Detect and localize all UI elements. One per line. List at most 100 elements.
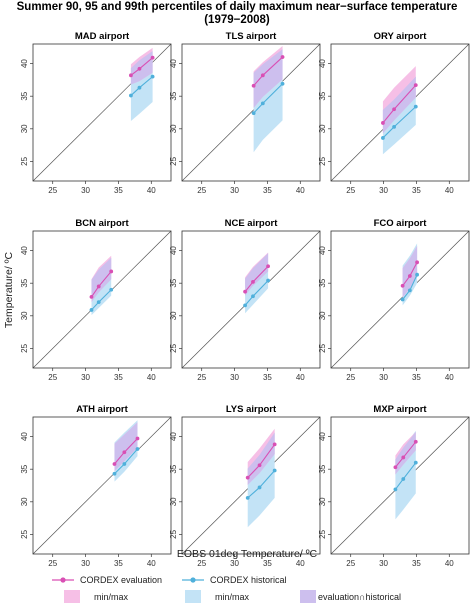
panel-title: LYS airport xyxy=(226,404,277,415)
legend-eval-range-swatch xyxy=(64,590,80,603)
evaluation-point xyxy=(381,121,385,125)
x-tick-label: 35 xyxy=(114,373,123,382)
y-tick-label: 40 xyxy=(169,246,178,255)
y-tick-label: 35 xyxy=(318,278,327,287)
x-tick-label: 25 xyxy=(197,373,206,382)
historical-point xyxy=(109,288,113,292)
evaluation-point xyxy=(97,285,101,289)
reference-line xyxy=(182,44,320,181)
y-tick-label: 35 xyxy=(20,91,29,100)
legend-hist-range-label: min/max xyxy=(215,592,250,602)
y-tick-label: 35 xyxy=(20,278,29,287)
historical-point xyxy=(113,472,117,476)
x-tick-label: 30 xyxy=(81,559,90,568)
y-tick-label: 30 xyxy=(20,124,29,133)
x-tick-label: 40 xyxy=(296,373,305,382)
panel-ory: 25 30 35 40 25 30 35 40 ORY airport xyxy=(318,31,469,195)
x-axis-label: EOBS 01deg Temperature/ ºC xyxy=(177,548,318,560)
legend-hist-range-swatch xyxy=(185,590,201,603)
evaluation-point xyxy=(408,274,412,278)
y-tick-label: 25 xyxy=(169,343,178,352)
historical-point xyxy=(258,486,262,490)
x-tick-label: 40 xyxy=(445,373,454,382)
evaluation-point xyxy=(113,462,117,466)
historical-point xyxy=(129,94,133,98)
evaluation-point xyxy=(151,56,155,60)
historical-point xyxy=(273,469,277,473)
historical-point xyxy=(261,101,265,105)
y-tick-label: 40 xyxy=(318,432,327,441)
x-tick-label: 25 xyxy=(197,186,206,195)
x-tick-label: 35 xyxy=(263,186,272,195)
panel-plot-area xyxy=(33,44,171,181)
x-tick-label: 30 xyxy=(379,559,388,568)
legend-eval-range-label: min/max xyxy=(94,592,129,602)
y-tick-label: 40 xyxy=(20,432,29,441)
panel-title: TLS airport xyxy=(226,31,278,42)
historical-point xyxy=(251,294,255,298)
x-tick-label: 25 xyxy=(48,559,57,568)
x-tick-label: 25 xyxy=(48,186,57,195)
x-tick-label: 25 xyxy=(346,559,355,568)
y-tick-label: 35 xyxy=(169,91,178,100)
y-tick-label: 35 xyxy=(169,464,178,473)
x-tick-label: 30 xyxy=(230,186,239,195)
evaluation-point xyxy=(258,463,262,467)
historical-point xyxy=(281,82,285,86)
x-tick-label: 35 xyxy=(412,373,421,382)
panel-mxp: 25 30 35 40 25 30 35 40 MXP airport xyxy=(318,404,469,568)
y-tick-label: 40 xyxy=(318,59,327,68)
y-tick-label: 30 xyxy=(20,311,29,320)
panel-bcn: 25 30 35 4025303540BCN airport xyxy=(20,218,171,382)
x-tick-label: 30 xyxy=(81,373,90,382)
legend-eval-point-swatch xyxy=(60,577,65,582)
evaluation-point xyxy=(129,73,133,77)
evaluation-point xyxy=(136,437,140,441)
evaluation-point xyxy=(415,260,419,264)
x-tick-label: 30 xyxy=(379,373,388,382)
panel-title: MXP airport xyxy=(373,404,427,415)
historical-point xyxy=(266,279,270,283)
panel-plot-area xyxy=(182,231,320,368)
evaluation-point xyxy=(394,465,398,469)
y-tick-label: 35 xyxy=(169,278,178,287)
panel-fco: 25 30 35 40 25 30 35 40 FCO airport xyxy=(318,218,469,382)
historical-point xyxy=(415,273,419,277)
y-tick-label: 40 xyxy=(318,246,327,255)
x-tick-label: 40 xyxy=(296,559,305,568)
evaluation-point xyxy=(266,264,270,268)
historical-point xyxy=(414,105,418,109)
x-tick-label: 30 xyxy=(230,559,239,568)
y-tick-label: 30 xyxy=(318,124,327,133)
historical-point xyxy=(138,86,142,90)
x-tick-label: 40 xyxy=(296,186,305,195)
reference-line xyxy=(331,231,469,368)
y-tick-label: 40 xyxy=(169,59,178,68)
panel-plot-area xyxy=(331,231,469,368)
historical-point xyxy=(408,288,412,292)
x-tick-label: 35 xyxy=(412,186,421,195)
y-tick-label: 25 xyxy=(318,529,327,538)
legend-overlap-label: evaluation∩historical xyxy=(318,592,401,602)
y-tick-label: 40 xyxy=(20,59,29,68)
historical-point xyxy=(414,461,418,465)
y-tick-label: 35 xyxy=(318,91,327,100)
y-axis-label: Temperature/ ºC xyxy=(3,251,15,328)
panel-title: NCE airport xyxy=(225,218,279,229)
y-tick-label: 30 xyxy=(169,311,178,320)
historical-point xyxy=(401,298,405,302)
historical-point xyxy=(136,447,140,451)
panel-plot-area xyxy=(331,44,469,181)
evaluation-point xyxy=(122,450,126,454)
y-tick-label: 40 xyxy=(169,432,178,441)
y-tick-label: 25 xyxy=(169,529,178,538)
panel-nce: 25 30 35 4025303540NCE airport xyxy=(169,218,320,382)
y-tick-label: 35 xyxy=(318,464,327,473)
y-tick-label: 30 xyxy=(20,497,29,506)
y-tick-label: 40 xyxy=(20,246,29,255)
x-tick-label: 35 xyxy=(263,373,272,382)
evaluation-point xyxy=(401,456,405,460)
historical-point xyxy=(151,75,155,79)
historical-point xyxy=(246,496,250,500)
